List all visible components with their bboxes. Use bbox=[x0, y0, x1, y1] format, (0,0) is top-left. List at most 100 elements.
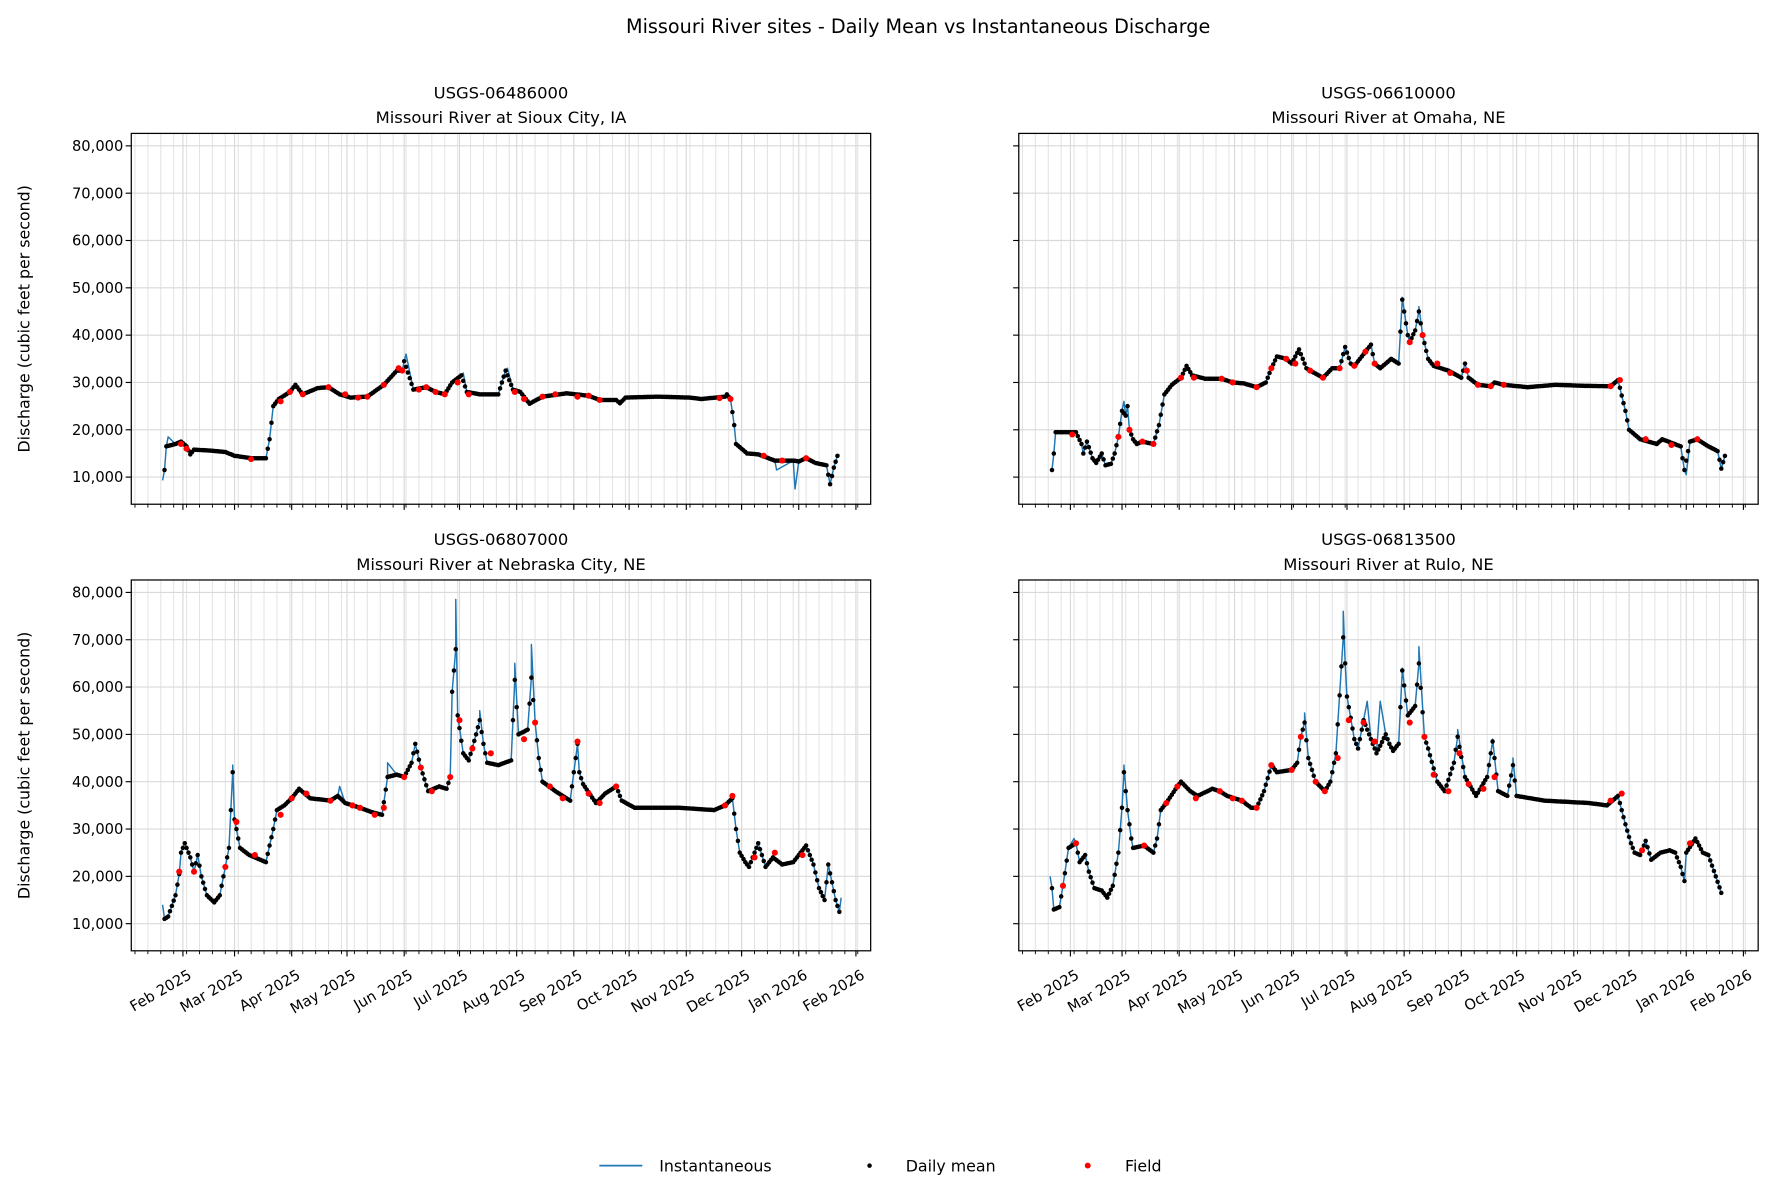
daily-mean-point bbox=[1352, 736, 1357, 742]
field-point bbox=[1163, 799, 1170, 807]
daily-mean-point bbox=[1370, 351, 1376, 357]
field-point bbox=[546, 783, 553, 790]
daily-mean-point bbox=[525, 727, 530, 732]
daily-mean-point bbox=[1619, 807, 1624, 813]
daily-mean-point bbox=[1505, 793, 1510, 799]
daily-mean-point bbox=[1344, 350, 1350, 355]
field-point bbox=[520, 395, 528, 403]
daily-mean-point bbox=[820, 893, 825, 899]
field-point bbox=[1321, 788, 1328, 795]
daily-mean-point bbox=[1403, 698, 1409, 703]
daily-mean-point bbox=[381, 799, 387, 805]
field-point bbox=[1229, 379, 1236, 386]
field-point bbox=[1618, 790, 1625, 797]
field-point bbox=[539, 393, 546, 400]
daily-mean-point bbox=[534, 738, 540, 743]
daily-mean-point bbox=[1512, 778, 1518, 783]
daily-mean-point bbox=[479, 729, 484, 735]
field-point bbox=[1253, 804, 1260, 811]
daily-mean-point bbox=[1492, 755, 1497, 761]
daily-mean-point bbox=[1075, 850, 1081, 855]
field-point bbox=[1463, 367, 1470, 374]
field-point bbox=[1607, 383, 1614, 390]
daily-mean-point bbox=[1300, 356, 1306, 362]
field-point bbox=[415, 386, 422, 393]
field-point bbox=[532, 719, 539, 726]
daily-mean-point bbox=[271, 826, 276, 832]
daily-mean-point bbox=[833, 897, 838, 903]
daily-mean-point bbox=[199, 874, 204, 879]
field-point bbox=[1283, 355, 1290, 362]
field-point bbox=[288, 795, 295, 802]
daily-mean-point bbox=[538, 767, 543, 773]
daily-mean-point bbox=[1623, 408, 1628, 414]
daily-mean-point bbox=[466, 758, 472, 763]
daily-mean-point bbox=[451, 668, 457, 673]
daily-mean-point bbox=[757, 846, 763, 852]
field-point bbox=[1307, 367, 1314, 374]
daily-mean-point bbox=[455, 713, 460, 718]
y-tick-label: 10,000 bbox=[72, 916, 123, 933]
daily-mean-point bbox=[505, 373, 510, 378]
daily-mean-point bbox=[1446, 777, 1451, 783]
daily-mean-point bbox=[1717, 457, 1722, 463]
field-point bbox=[1642, 436, 1649, 443]
panel-1-site-name: Missouri River at Sioux City, IA bbox=[376, 108, 627, 127]
daily-mean-point bbox=[1680, 455, 1685, 461]
daily-mean-point bbox=[453, 646, 459, 652]
field-point bbox=[1218, 375, 1225, 382]
daily-mean-point bbox=[460, 378, 466, 384]
daily-mean-point bbox=[405, 370, 411, 375]
daily-mean-point bbox=[1272, 358, 1278, 363]
field-point bbox=[327, 797, 334, 804]
daily-mean-point bbox=[1414, 682, 1420, 687]
daily-mean-point bbox=[1444, 783, 1449, 788]
daily-mean-point bbox=[1051, 451, 1057, 456]
legend-field-label: Field bbox=[1125, 1156, 1162, 1175]
daily-mean-point bbox=[263, 455, 269, 461]
field-point bbox=[1616, 377, 1623, 384]
daily-mean-point bbox=[1425, 746, 1431, 751]
field-point bbox=[552, 391, 559, 398]
daily-mean-point bbox=[1396, 741, 1401, 747]
daily-mean-point bbox=[811, 862, 816, 867]
field-point bbox=[1638, 847, 1646, 854]
daily-mean-point bbox=[407, 375, 413, 381]
daily-mean-point bbox=[755, 841, 761, 846]
daily-mean-point bbox=[833, 459, 838, 464]
daily-mean-point bbox=[571, 770, 577, 775]
field-point bbox=[799, 851, 806, 859]
daily-mean-point bbox=[483, 751, 488, 756]
daily-mean-point bbox=[1114, 861, 1119, 867]
daily-mean-point bbox=[615, 788, 621, 794]
daily-mean-point bbox=[1383, 732, 1389, 737]
daily-mean-point bbox=[759, 852, 765, 858]
daily-mean-point bbox=[1678, 864, 1683, 870]
grid bbox=[1018, 579, 1759, 951]
field-point bbox=[1190, 374, 1197, 381]
y-tick-label: 40,000 bbox=[72, 327, 123, 344]
y-tick-label: 70,000 bbox=[72, 632, 123, 649]
panel-1-y-axis-label: Discharge (cubic feet per second) bbox=[15, 185, 34, 452]
daily-mean-point bbox=[1330, 770, 1335, 775]
daily-mean-point bbox=[1154, 429, 1160, 434]
daily-mean-point bbox=[1678, 444, 1683, 449]
daily-mean-point bbox=[171, 898, 176, 903]
daily-mean-point bbox=[1385, 736, 1390, 742]
field-point bbox=[1465, 780, 1472, 788]
daily-mean-point bbox=[1088, 450, 1093, 455]
daily-mean-point bbox=[746, 864, 752, 870]
daily-mean-point bbox=[499, 380, 505, 385]
daily-mean-point bbox=[383, 787, 389, 792]
daily-mean-point bbox=[1637, 852, 1643, 858]
daily-mean-point bbox=[1412, 703, 1418, 709]
daily-mean-point bbox=[217, 893, 223, 898]
daily-mean-point bbox=[503, 368, 508, 373]
daily-mean-point bbox=[1311, 773, 1316, 779]
field-point bbox=[325, 384, 332, 391]
daily-mean-point bbox=[1647, 851, 1652, 856]
daily-mean-point bbox=[411, 751, 416, 756]
field-point bbox=[1177, 374, 1185, 381]
field-point bbox=[1694, 436, 1701, 443]
daily-mean-point bbox=[1722, 453, 1728, 459]
